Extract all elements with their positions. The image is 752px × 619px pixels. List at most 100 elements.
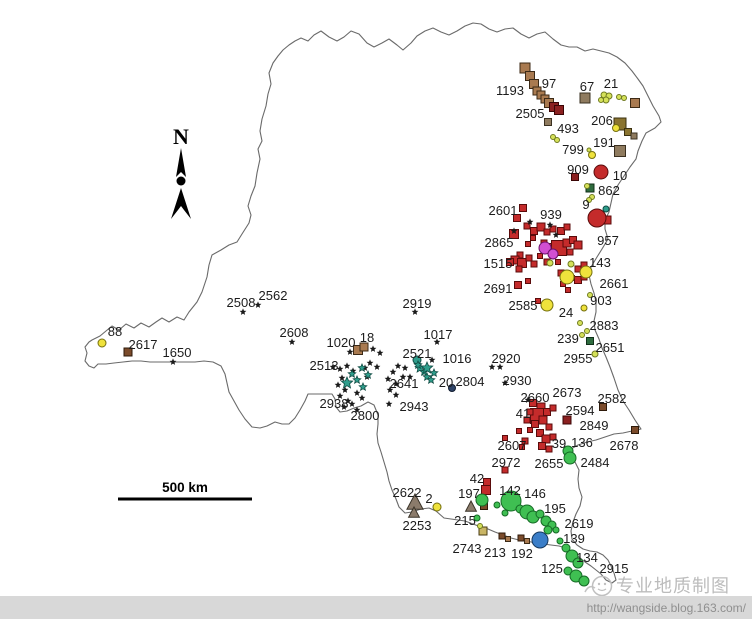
- sample-marker-circle: [535, 509, 545, 519]
- sample-label: 493: [557, 121, 579, 136]
- sample-marker-square: [543, 228, 551, 236]
- sample-marker-star-teal: [426, 375, 436, 385]
- sample-label: 2915: [600, 561, 629, 576]
- sample-marker-circle: [550, 134, 556, 140]
- sample-marker-star: [552, 231, 560, 238]
- sample-label: 125: [541, 561, 563, 576]
- sample-marker-square: [555, 259, 561, 265]
- sample-marker-square: [557, 227, 565, 235]
- sample-marker-square: [571, 173, 579, 181]
- sample-marker-star: [334, 381, 342, 388]
- sample-marker-star: [399, 373, 407, 380]
- sample-label: 2972: [492, 455, 521, 470]
- sample-marker-square: [515, 265, 523, 273]
- sample-marker-star-teal: [357, 363, 367, 373]
- sample-marker-star: [488, 363, 496, 370]
- watermark-face-eye: [597, 582, 601, 586]
- sample-marker-circle: [501, 509, 509, 517]
- sample-marker-star: [353, 389, 361, 396]
- sample-label: 213: [484, 545, 506, 560]
- sample-marker-triangle: [407, 505, 421, 518]
- sample-marker-square: [554, 105, 564, 115]
- sample-label: 2582: [598, 391, 627, 406]
- sample-marker-circle: [559, 269, 575, 285]
- sample-label: 862: [598, 183, 620, 198]
- sample-label: 2601: [489, 203, 518, 218]
- sample-label: 1016: [443, 351, 472, 366]
- sample-marker-square: [525, 241, 531, 247]
- sample-marker-circle: [556, 537, 564, 545]
- sample-marker-circle: [602, 205, 610, 213]
- sample-marker-circle: [552, 526, 560, 534]
- sample-marker-star: [392, 391, 400, 398]
- sample-label: 1515: [484, 256, 513, 271]
- sample-label: 20: [439, 375, 453, 390]
- sample-marker-square: [630, 98, 640, 108]
- sample-marker-square: [530, 227, 538, 235]
- sample-label: 146: [524, 486, 546, 501]
- sample-marker-star-teal: [429, 368, 439, 378]
- sample-label: 2883: [590, 318, 619, 333]
- sample-marker-square: [573, 240, 583, 250]
- sample-marker-circle: [567, 260, 575, 268]
- sample-marker-star: [386, 386, 394, 393]
- sample-marker-square: [574, 276, 582, 284]
- sample-marker-circle: [477, 523, 483, 529]
- north-arrow-tail: [171, 188, 191, 219]
- sample-label: 2849: [580, 418, 609, 433]
- sample-marker-square: [536, 222, 546, 232]
- sample-marker-star: [546, 221, 554, 228]
- sample-label: 2619: [565, 516, 594, 531]
- sample-marker-star: [394, 362, 402, 369]
- sample-triangles-layer: [406, 492, 478, 518]
- sample-marker-square: [538, 415, 548, 425]
- sample-label: 2678: [610, 438, 639, 453]
- sample-label: 18: [360, 330, 374, 345]
- north-arrow-needle-up: [176, 148, 186, 177]
- sample-marker-circle: [475, 493, 489, 507]
- sample-label: 2484: [581, 455, 610, 470]
- scale-bar: 500 km: [118, 480, 252, 501]
- sample-marker-star: [401, 364, 409, 371]
- sample-label: 909: [567, 162, 589, 177]
- sample-marker-star-teal: [358, 382, 368, 392]
- sample-label: 2930: [503, 373, 532, 388]
- sample-marker-square: [527, 427, 533, 433]
- sample-label: 10: [613, 168, 627, 183]
- sample-label: 136: [571, 435, 593, 450]
- sample-marker-star: [358, 394, 366, 401]
- north-arrow-hub: [176, 176, 186, 186]
- sample-label: 2691: [484, 281, 513, 296]
- sample-label: 2655: [535, 456, 564, 471]
- sample-label: 2743: [453, 541, 482, 556]
- sample-label: 2938: [320, 396, 349, 411]
- sample-marker-square: [541, 434, 551, 444]
- sample-marker-star: [376, 349, 384, 356]
- sample-marker-circle: [554, 137, 560, 143]
- sample-label: 215: [454, 513, 476, 528]
- sample-label: 1017: [424, 327, 453, 342]
- sample-marker-circle: [612, 124, 620, 132]
- sample-marker-square: [549, 404, 557, 412]
- sample-marker-star: [329, 363, 337, 370]
- country-outline: [84, 22, 662, 584]
- sample-label: 2661: [600, 276, 629, 291]
- sample-label: 2800: [351, 408, 380, 423]
- sample-label: 42: [470, 471, 484, 486]
- sample-label: 195: [544, 501, 566, 516]
- sample-marker-star: [433, 338, 441, 345]
- sample-marker-square: [505, 536, 511, 542]
- sample-marker-star: [341, 386, 349, 393]
- sample-marker-square: [483, 478, 491, 486]
- sample-marker-circle: [584, 328, 590, 334]
- sample-label: 2562: [259, 288, 288, 303]
- sample-marker-star: [385, 400, 393, 407]
- sample-marker-star: [496, 363, 504, 370]
- sample-label: 2521: [403, 346, 432, 361]
- sample-marker-star: [343, 362, 351, 369]
- sample-label: 1650: [163, 345, 192, 360]
- sample-marker-circle: [588, 151, 596, 159]
- sample-label: 2804: [456, 374, 485, 389]
- sample-marker-square: [549, 433, 557, 441]
- sample-marker-circle: [587, 208, 607, 228]
